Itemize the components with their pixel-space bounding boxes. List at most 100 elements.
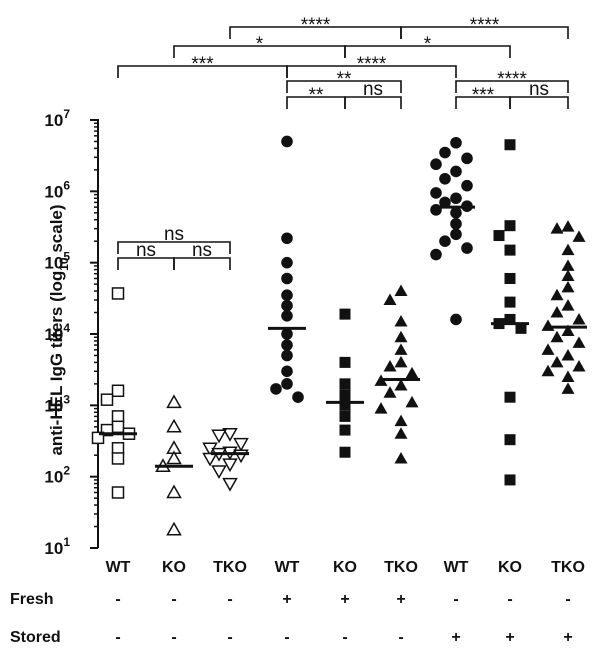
condition-value: +	[505, 629, 514, 646]
data-point	[561, 243, 575, 256]
data-point	[515, 322, 527, 334]
significance-label: *	[424, 34, 432, 55]
data-point	[405, 366, 419, 379]
data-point	[166, 394, 182, 409]
data-point	[394, 284, 408, 297]
significance-label: ***	[191, 54, 214, 75]
significance-bracket: *	[344, 34, 511, 58]
y-tick-label: 106	[44, 178, 70, 201]
data-point	[439, 146, 451, 159]
data-point	[211, 429, 227, 444]
data-point	[281, 256, 293, 269]
data-point	[111, 486, 125, 499]
data-point	[430, 248, 442, 261]
condition-value: +	[563, 629, 572, 646]
data-point	[430, 158, 442, 171]
data-point	[339, 308, 351, 320]
data-point	[450, 218, 462, 230]
condition-value: -	[115, 591, 120, 608]
significance-label: ns	[363, 79, 383, 100]
significance-bracket: ****	[455, 69, 569, 93]
data-point	[572, 360, 586, 372]
significance-label: **	[337, 69, 352, 90]
data-point	[339, 378, 351, 390]
data-point	[111, 287, 125, 300]
y-tick-label: 104	[44, 321, 70, 344]
data-point	[561, 220, 575, 232]
data-point	[292, 391, 304, 404]
data-point	[222, 458, 238, 473]
data-point	[383, 360, 397, 372]
data-point	[394, 378, 408, 391]
condition-value: -	[171, 629, 176, 646]
data-point	[504, 220, 516, 232]
data-point	[439, 172, 451, 185]
condition-value: -	[453, 591, 458, 608]
data-point	[550, 288, 564, 301]
data-point	[281, 349, 293, 362]
significance-label: ****	[470, 15, 500, 36]
data-point	[166, 484, 182, 499]
data-point	[550, 306, 564, 318]
category-label: KO	[498, 559, 522, 576]
data-point	[504, 272, 516, 284]
y-axis-title-subscript: 10	[57, 257, 71, 271]
data-point	[374, 402, 388, 414]
category-label: WT	[106, 559, 131, 576]
data-point	[281, 309, 293, 322]
data-point	[541, 343, 555, 355]
data-point	[281, 272, 293, 285]
significance-bracket: ns	[344, 79, 402, 109]
data-point	[450, 313, 462, 326]
data-point	[450, 228, 462, 241]
y-tick-label: 101	[44, 535, 70, 558]
data-point	[561, 280, 575, 293]
data-point	[166, 521, 182, 536]
significance-bracket: ****	[400, 15, 569, 39]
data-point	[493, 230, 505, 242]
significance-bracket: ****	[286, 54, 457, 78]
data-point	[111, 410, 125, 423]
data-point	[211, 465, 227, 480]
data-point	[111, 420, 125, 434]
condition-value: -	[171, 591, 176, 608]
category-label: KO	[162, 559, 186, 576]
data-point	[504, 434, 516, 446]
condition-row-label: Stored	[10, 629, 61, 646]
data-point	[504, 244, 516, 256]
data-point	[572, 336, 586, 348]
data-point	[439, 196, 451, 209]
data-points	[91, 135, 586, 536]
condition-value: -	[507, 591, 512, 608]
data-point	[541, 319, 555, 331]
condition-rows: Fresh - - - + + + - - - Stored - - - - - - + + +	[10, 591, 573, 646]
data-point	[461, 242, 473, 254]
y-axis-title-end: scale)	[47, 204, 66, 257]
data-point	[450, 207, 462, 219]
data-point	[281, 289, 293, 301]
category-label: WT	[444, 559, 469, 576]
data-point	[561, 348, 575, 361]
category-label: KO	[333, 559, 357, 576]
data-point	[572, 312, 586, 325]
data-point	[100, 393, 114, 406]
y-tick-label: 107	[44, 107, 70, 130]
condition-value: -	[115, 629, 120, 646]
data-point	[450, 165, 462, 178]
data-point	[91, 431, 105, 445]
condition-row-label: Fresh	[10, 591, 54, 608]
data-point	[504, 139, 516, 151]
significance-bracket: **	[286, 69, 402, 93]
y-tick-label: 103	[44, 392, 70, 415]
condition-value: +	[396, 591, 405, 608]
condition-value: -	[398, 629, 403, 646]
data-point	[394, 343, 408, 355]
significance-label: **	[309, 85, 324, 106]
significance-label: ***	[472, 85, 495, 106]
data-point	[394, 414, 408, 427]
y-tick-label: 105	[44, 250, 70, 273]
data-point	[281, 339, 293, 351]
data-point	[394, 314, 408, 327]
significance-label: ns	[164, 224, 184, 245]
category-label: TKO	[213, 559, 247, 576]
